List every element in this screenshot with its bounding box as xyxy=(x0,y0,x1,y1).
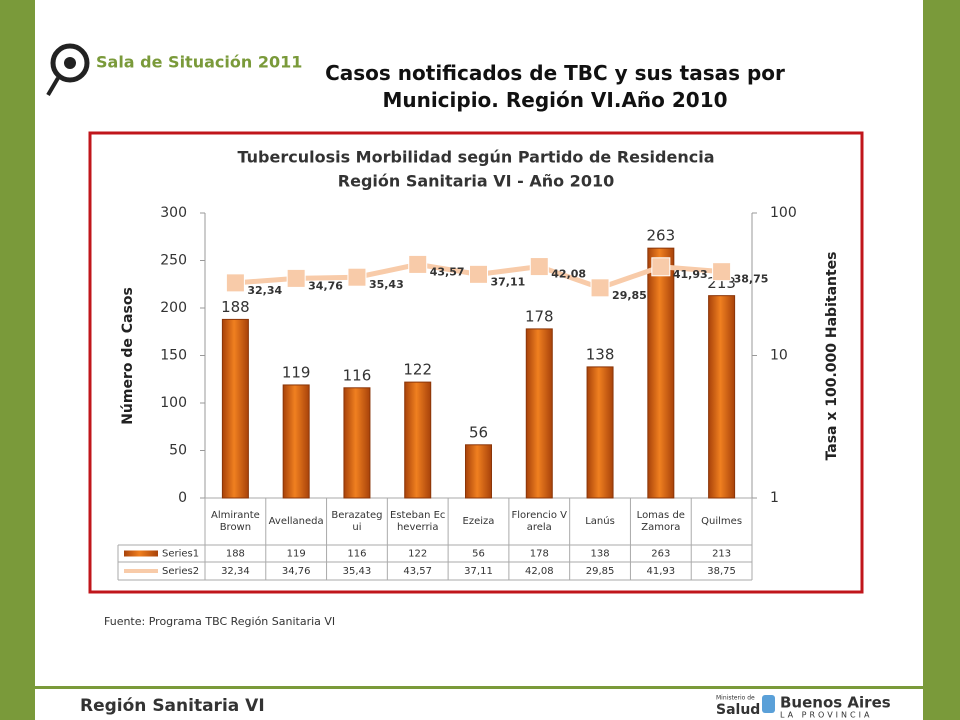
y-tick-label: 250 xyxy=(160,253,187,269)
line-label: 43,57 xyxy=(430,265,465,278)
legend-label: Series1 xyxy=(162,549,199,560)
x-tick-label: Esteban Echeverria xyxy=(390,509,446,533)
logo-icon xyxy=(46,76,60,97)
line-label: 34,76 xyxy=(308,279,343,292)
table-value: 116 xyxy=(347,549,366,560)
y-axis-label: Número de Casos xyxy=(120,287,136,425)
line-label: 37,11 xyxy=(491,275,526,288)
table-value: 119 xyxy=(287,549,306,560)
footer-left: Región Sanitaria VI xyxy=(80,696,265,716)
y-tick-label: 50 xyxy=(169,443,187,459)
x-tick-label: Ezeiza xyxy=(462,515,495,527)
line-marker xyxy=(408,254,428,274)
table-value: 34,76 xyxy=(282,566,311,577)
data-label: 138 xyxy=(586,345,615,363)
data-label: 56 xyxy=(469,423,488,441)
y-tick-label: 300 xyxy=(160,205,187,221)
x-tick-label: Lanús xyxy=(585,515,615,527)
x-tick-label: Florencio Varela xyxy=(511,509,567,533)
bar xyxy=(525,328,553,499)
line-label: 35,43 xyxy=(369,278,404,291)
chart-title: Tuberculosis Morbilidad según Partido de… xyxy=(237,148,714,167)
table-value: 42,08 xyxy=(525,566,554,577)
ministry-small: Ministerio de xyxy=(716,695,755,702)
bar xyxy=(465,444,492,499)
line-marker xyxy=(590,278,610,298)
data-label: 263 xyxy=(647,227,676,245)
ministry: Salud xyxy=(716,702,760,718)
table-value: 178 xyxy=(530,549,549,560)
footer-line xyxy=(35,686,923,689)
data-label: 122 xyxy=(403,361,432,379)
y2-tick-label: 10 xyxy=(770,348,788,364)
province-icon xyxy=(762,695,775,713)
table-value: 32,34 xyxy=(221,566,250,577)
y-tick-label: 150 xyxy=(160,348,187,364)
side-bar xyxy=(0,0,35,720)
table-value: 41,93 xyxy=(647,566,676,577)
logo-icon xyxy=(64,57,76,69)
line-label: 38,75 xyxy=(734,273,769,286)
line-label: 41,93 xyxy=(673,268,708,281)
x-tick-label: Lomas de Zamora xyxy=(636,509,685,533)
table-value: 43,57 xyxy=(403,566,432,577)
province: Buenos Aires xyxy=(780,694,891,712)
line-marker xyxy=(286,268,306,288)
bar xyxy=(647,247,675,499)
y2-tick-label: 100 xyxy=(770,205,797,221)
x-tick-label: Avellaneda xyxy=(268,515,324,527)
line-marker xyxy=(347,267,367,287)
table-value: 56 xyxy=(472,549,485,560)
table-value: 122 xyxy=(408,549,427,560)
bar xyxy=(343,387,371,499)
x-tick-label: Quilmes xyxy=(701,515,743,527)
table-value: 37,11 xyxy=(464,566,493,577)
data-label: 119 xyxy=(282,363,311,381)
x-tick-label: Berazategui xyxy=(331,509,383,533)
table-value: 138 xyxy=(591,549,610,560)
data-label: 178 xyxy=(525,307,554,325)
y-tick-label: 200 xyxy=(160,300,187,316)
line-marker xyxy=(651,257,671,277)
side-bar xyxy=(923,0,960,720)
title: Casos notificados de TBC y sus tasas por… xyxy=(325,61,785,112)
table-value: 188 xyxy=(226,549,245,560)
legend-label: Series2 xyxy=(162,566,199,577)
y2-tick-label: 1 xyxy=(770,490,779,506)
table-value: 263 xyxy=(651,549,670,560)
y-tick-label: 0 xyxy=(178,490,187,506)
province-sub: LA PROVINCIA xyxy=(780,711,872,720)
bar xyxy=(221,318,249,499)
line-label: 42,08 xyxy=(551,268,586,281)
table-value: 35,43 xyxy=(343,566,372,577)
line-marker xyxy=(469,264,488,284)
line-marker xyxy=(225,273,245,293)
line-marker xyxy=(529,257,549,277)
table-value: 38,75 xyxy=(707,566,736,577)
bar xyxy=(282,384,310,499)
table-value: 213 xyxy=(712,549,731,560)
y2-axis-label: Tasa x 100.000 Habitantes xyxy=(824,251,840,460)
y-tick-label: 100 xyxy=(160,395,187,411)
logo-text: Sala de Situación 2011 xyxy=(96,53,302,72)
chart-subtitle: Región Sanitaria VI - Año 2010 xyxy=(338,172,614,191)
legend-swatch xyxy=(124,550,158,557)
x-tick-label: Almirante Brown xyxy=(210,509,260,533)
data-label: 116 xyxy=(343,366,372,384)
bar xyxy=(586,366,614,499)
bar xyxy=(404,381,432,499)
bar xyxy=(708,295,736,499)
line-label: 32,34 xyxy=(247,284,282,297)
data-label: 188 xyxy=(221,298,250,316)
line-marker xyxy=(712,262,732,282)
logo-icon xyxy=(50,43,90,83)
line-label: 29,85 xyxy=(612,289,647,302)
source: Fuente: Programa TBC Región Sanitaria VI xyxy=(104,615,335,628)
table-value: 29,85 xyxy=(586,566,615,577)
